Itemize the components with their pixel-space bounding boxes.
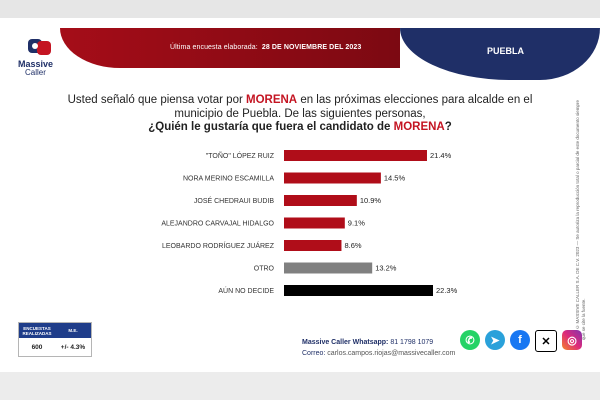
value-label: 9.1%: [348, 219, 365, 228]
question-line1-a: Usted señaló que piensa votar por: [67, 94, 246, 106]
region-label: PUEBLA: [487, 46, 525, 56]
question-text: Usted señaló que piensa votar por MORENA…: [30, 94, 570, 135]
email-link[interactable]: carlos.campos.riojas@massivecaller.com: [327, 350, 456, 357]
candidate-bar-chart: "TOÑO" LÓPEZ RUIZ 21.4% NORA MERINO ESCAMI…: [0, 140, 600, 310]
question-line1: Usted señaló que piensa votar por MORENA…: [30, 94, 570, 108]
social-links: ✆ ➤ f ✕ ◎: [460, 330, 582, 352]
logo-icon: [28, 39, 51, 55]
value-label: 14.5%: [384, 174, 406, 183]
bar: [284, 150, 427, 161]
question-line3-a: ¿Quién le gustaría que fuera el candidat…: [148, 121, 394, 133]
email-label: Correo:: [302, 350, 326, 357]
survey-info-table: ENCUESTAS REALIZADAS M.E. 600 +/- 4.3%: [18, 322, 92, 357]
category-label: ALEJANDRO CARVAJAL HIDALGO: [161, 221, 274, 228]
question-line3: ¿Quién le gustaría que fuera el candidat…: [30, 121, 570, 135]
category-label: NORA MERINO ESCAMILLA: [183, 176, 274, 183]
header-surveys: ENCUESTAS REALIZADAS: [22, 325, 52, 336]
surveys-count: 600: [31, 343, 43, 351]
question-line3-b: ?: [444, 121, 452, 133]
margin-error-value: +/- 4.3%: [60, 343, 86, 351]
header-banner: [60, 28, 400, 68]
whatsapp-icon[interactable]: ✆: [460, 330, 480, 350]
value-label: 10.9%: [360, 196, 382, 205]
bar: [284, 217, 345, 229]
whatsapp-number[interactable]: 81 1798 1079: [390, 339, 434, 346]
top-band: [0, 0, 600, 18]
bar: [284, 262, 373, 274]
telegram-icon[interactable]: ➤: [485, 330, 505, 350]
bar: [284, 172, 381, 184]
facebook-icon[interactable]: f: [510, 330, 530, 350]
instagram-icon[interactable]: ◎: [562, 330, 582, 350]
question-party-2: MORENA: [393, 121, 445, 133]
whatsapp-contact: Massive Caller Whatsapp: 81 1798 1079: [302, 337, 455, 348]
logo-text-line1: Massive: [18, 59, 54, 69]
category-label: OTRO: [254, 266, 275, 273]
header-margin-error: M.E.: [68, 328, 78, 333]
survey-date-prefix: Última encuesta elaborada:: [170, 44, 258, 51]
bar: [284, 195, 357, 206]
x-icon[interactable]: ✕: [535, 330, 557, 352]
value-label: 21.4%: [430, 151, 452, 160]
contact-info: Massive Caller Whatsapp: 81 1798 1079 Co…: [302, 337, 455, 359]
logo-text-line2: Caller: [25, 68, 46, 77]
survey-table-header: ENCUESTAS REALIZADAS M.E.: [19, 323, 91, 338]
category-label: JOSÉ CHEDRAUI BUDIB: [194, 196, 274, 205]
question-line1-b: en las próximas elecciones para alcalde …: [297, 94, 533, 106]
survey-table-body: 600 +/- 4.3%: [19, 338, 91, 356]
category-label: LEOBARDO RODRÍGUEZ JUÁREZ: [162, 241, 275, 250]
survey-date: 28 DE NOVIEMBRE DEL 2023: [261, 44, 362, 51]
value-label: 13.2%: [375, 264, 397, 273]
category-label: "TOÑO" LÓPEZ RUIZ: [206, 151, 275, 160]
email-contact: Correo: carlos.campos.riojas@massivecall…: [302, 348, 455, 359]
survey-date-label: Última encuesta elaborada: 28 DE NOVIEMBR…: [170, 44, 361, 51]
category-label: AÚN NO DECIDE: [218, 286, 274, 295]
bar: [284, 240, 342, 251]
value-label: 22.3%: [436, 286, 458, 295]
question-party-1: MORENA: [246, 94, 298, 106]
value-label: 8.6%: [344, 241, 361, 250]
bottom-band: [0, 372, 600, 400]
chart-svg: "TOÑO" LÓPEZ RUIZ 21.4% NORA MERINO ESCAMI…: [161, 150, 458, 296]
massive-caller-logo: Massive Caller: [18, 36, 68, 77]
question-line2: municipio de Puebla. De las siguientes p…: [174, 107, 426, 120]
bar: [284, 285, 433, 296]
whatsapp-label: Massive Caller Whatsapp:: [302, 339, 389, 346]
